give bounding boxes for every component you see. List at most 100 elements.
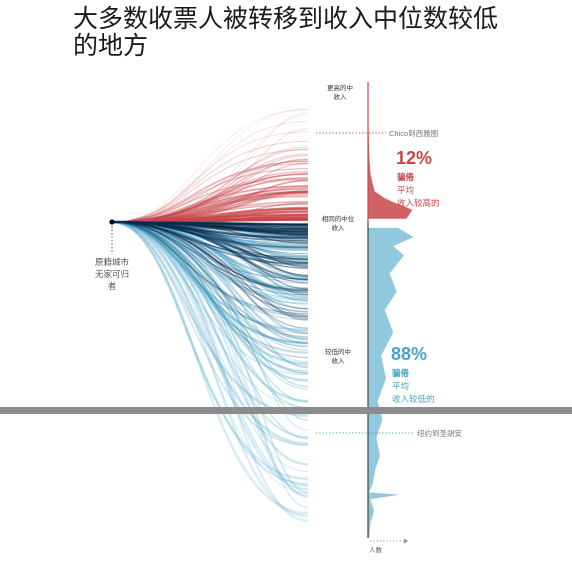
flow-line: [111, 221, 309, 347]
flow-line: [111, 220, 309, 485]
flow-line: [111, 160, 309, 223]
flow-line: [111, 114, 309, 223]
flow-line: [111, 220, 309, 417]
flow-line: [111, 148, 309, 223]
flow-line: [111, 185, 309, 223]
flow-line: [111, 140, 309, 223]
lower-line-1: 骗倦: [392, 368, 410, 378]
flow-line: [111, 220, 309, 382]
flow-line: [111, 221, 309, 344]
title-line-2: 的地方: [73, 32, 149, 60]
level-label-top-1: 更高的中: [327, 83, 353, 92]
flow-line: [111, 109, 309, 223]
origin-label-3: 者: [108, 281, 117, 291]
flow-line: [111, 173, 309, 223]
flow-line: [111, 188, 309, 223]
flow-line: [111, 220, 309, 446]
flow-line: [111, 221, 309, 358]
level-label-bottom-2: 收入: [332, 356, 346, 365]
flow-line: [111, 221, 309, 473]
flow-line: [111, 221, 309, 338]
flow-line: [111, 220, 309, 497]
flow-line: [111, 221, 309, 296]
flow-line: [111, 177, 309, 223]
flow-line: [111, 131, 309, 223]
flow-line: [111, 195, 309, 223]
higher-line-1: 骗倦: [397, 172, 415, 182]
flow-line: [111, 221, 309, 315]
flow-line: [111, 221, 309, 318]
flow-line: [111, 220, 309, 480]
flow-line: [111, 221, 309, 258]
flow-line: [111, 221, 309, 408]
flow-line: [111, 221, 309, 390]
flow-line: [111, 221, 309, 226]
flow-line: [111, 190, 309, 223]
flow-line: [111, 220, 309, 488]
lower-line-2: 平均: [392, 381, 409, 391]
flow-line: [111, 221, 309, 339]
flow-line: [111, 162, 309, 223]
flow-line: [111, 109, 309, 223]
level-label-bottom-1: 较低的中: [325, 347, 351, 356]
flow-line: [111, 221, 309, 300]
flow-line: [111, 220, 309, 466]
annotation-upper: Chico到西雅图: [389, 128, 438, 138]
level-label-middle-2: 收入: [332, 223, 346, 232]
flow-line: [111, 221, 309, 289]
flow-line: [111, 220, 309, 518]
flow-line: [111, 221, 309, 440]
flow-line: [111, 190, 309, 223]
flow-line: [111, 221, 309, 310]
flow-line: [111, 221, 309, 348]
flow-line: [111, 220, 309, 345]
flow-line: [111, 221, 309, 359]
flow-line: [111, 220, 309, 322]
flow-line: [111, 191, 309, 223]
flow-line: [111, 221, 309, 334]
flow-line: [111, 221, 309, 331]
flow-line: [111, 221, 309, 329]
flow-line: [111, 221, 309, 369]
flow-line: [111, 221, 309, 344]
flow-line: [111, 220, 309, 515]
flow-line: [111, 191, 309, 223]
flow-line: [111, 192, 309, 223]
higher-line-3: 收入较高的: [397, 198, 440, 208]
divider-band: [0, 407, 572, 414]
flow-line: [111, 220, 309, 354]
flow-line: [111, 221, 309, 310]
flow-line: [111, 184, 309, 223]
flow-line: [111, 173, 309, 223]
level-label-top-2: 收入: [334, 92, 348, 101]
flow-line: [111, 220, 309, 403]
level-label-middle-1: 相同的中位: [322, 214, 355, 223]
flow-line: [111, 221, 309, 291]
flow-line: [111, 221, 309, 290]
flow-line: [111, 220, 309, 318]
flow-line: [111, 221, 309, 498]
flow-line: [111, 220, 309, 366]
flow-line: [111, 221, 309, 301]
flow-line: [111, 180, 309, 223]
flow-line: [111, 158, 309, 223]
origin-label-2: 无家可归: [95, 269, 129, 279]
flow-line: [111, 221, 309, 388]
flow-line: [111, 221, 309, 493]
x-axis-label: 人数: [369, 545, 383, 554]
flow-line: [111, 221, 309, 367]
flow-line: [111, 192, 309, 223]
higher-percent: 12%: [396, 148, 432, 168]
flow-line: [111, 185, 309, 223]
flow-line: [111, 112, 309, 223]
flow-line: [111, 153, 309, 223]
flow-line: [111, 221, 309, 292]
flow-line: [111, 221, 309, 291]
distribution-higher-area: [368, 82, 413, 219]
flow-line: [111, 146, 309, 223]
annotation-lower: 纽约到圣胡安: [417, 428, 462, 438]
flow-line: [111, 187, 309, 223]
flow-line: [111, 177, 309, 223]
flow-line: [111, 221, 309, 375]
